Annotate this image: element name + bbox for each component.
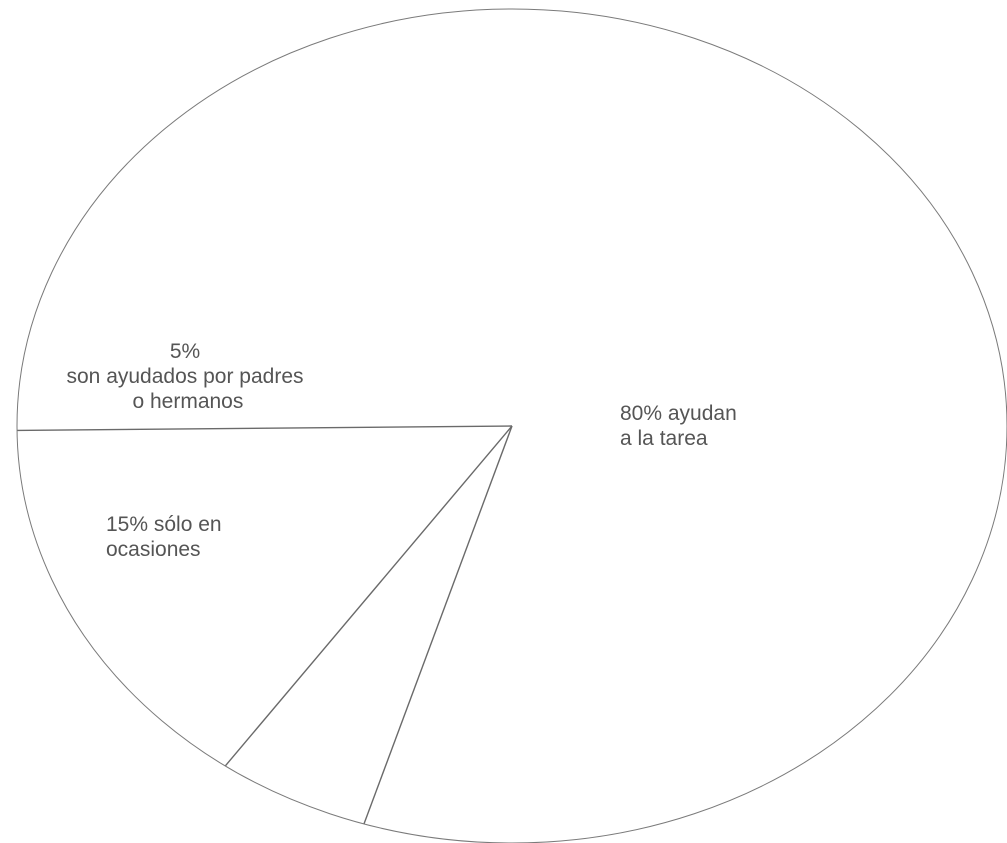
slice-label-3-line-2: ocasiones	[106, 538, 201, 561]
slice-dividers	[16, 425, 513, 825]
pie-slice-2	[225, 426, 513, 824]
slice-label-2: 5% son ayudados por padres o hermanos	[67, 340, 304, 413]
slice-label-1-line-1: 80% ayudan	[620, 402, 737, 425]
slice-label-3-line-1: 15% sólo en	[106, 513, 222, 536]
pie-slice-3	[17, 426, 512, 766]
slice-label-1: 80% ayudan a la tarea	[620, 402, 737, 450]
slice-label-1-line-2: a la tarea	[620, 427, 708, 450]
slice-label-2-line-3: o hermanos	[127, 390, 244, 413]
slice-divider-2	[363, 425, 513, 825]
slice-labels: 80% ayudan a la tarea 5% son ayudados por p…	[67, 340, 737, 561]
slice-label-3: 15% sólo en ocasiones	[106, 513, 222, 561]
slice-divider-1	[16, 425, 513, 432]
slice-divider-3	[224, 425, 513, 767]
slice-label-2-line-1: 5%	[170, 340, 200, 363]
slice-label-2-line-2: son ayudados por padres	[67, 365, 304, 388]
pie-outline	[16, 8, 1007, 843]
